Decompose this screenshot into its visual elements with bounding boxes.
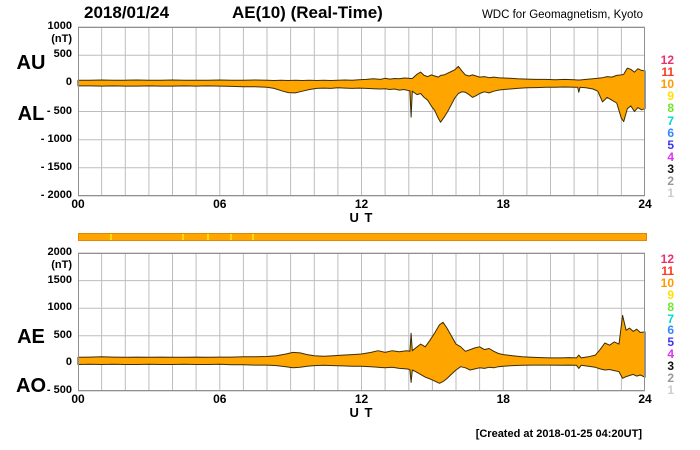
station-number: 10 [660,275,674,290]
ytick-label: - 1000 [40,132,72,145]
xtick-label: 06 [213,197,227,211]
station-number: 3 [667,161,674,176]
xtick-label: 18 [496,197,510,211]
ytick-label: 1000 [47,20,72,32]
bar-segment-tick [207,234,209,240]
ytick-label: 500 [53,48,72,61]
index-label-au: AU [16,52,46,74]
unit-label: (nT) [51,259,72,271]
index-label-al: AL [17,103,45,125]
ytick-label: - 500 [46,104,72,117]
plot-frame [78,27,645,196]
ytick-label: 500 [53,328,72,341]
station-number: 4 [667,149,674,164]
bar-segment-tick [229,234,232,240]
bar-segment-tick [182,234,185,240]
station-number: 9 [667,89,674,104]
xtick-label: 00 [71,392,85,406]
station-number: 2 [667,174,674,188]
ytick-label: - 1500 [40,160,72,173]
station-number: 1 [667,382,674,397]
x-axis-label: U T [349,405,374,420]
station-number: 5 [667,335,674,350]
station-number: 4 [667,347,674,362]
station-number: 1 [667,186,674,201]
ytick-label: 1000 [47,301,72,314]
created-timestamp: [Created at 2018-01-25 04:20UT] [475,428,642,440]
station-number: 9 [667,287,674,302]
unit-label: (nT) [51,33,72,45]
grid-lines [78,26,645,197]
ytick-label: 1500 [47,273,72,286]
bar-segment-tick [252,234,255,240]
ytick-label: - 2000 [40,189,72,201]
bar-segment-tick [109,234,112,240]
station-number: 7 [667,311,674,326]
station-number: 12 [660,53,674,67]
ytick-label: 2000 [47,246,72,258]
station-number: 2 [667,371,674,385]
ytick-label: 0 [65,356,72,369]
station-number: 5 [667,137,674,152]
plot-date: 2018/01/24 [84,3,170,22]
xtick-label: 00 [71,197,85,211]
xtick-label: 18 [496,392,510,406]
station-number: 12 [660,252,674,266]
station-number: 7 [667,113,674,128]
xtick-label: 12 [354,197,369,211]
station-number: 10 [660,77,674,92]
data-availability-bar [78,233,647,241]
xtick-label: 12 [354,392,369,406]
xtick-label: 06 [213,392,227,406]
index-label-ae: AE [17,326,45,348]
station-number: 6 [667,323,674,338]
grid-lines [78,252,645,392]
ae-ao-chart [77,252,646,392]
station-number: 6 [667,125,674,140]
au-al-chart [77,26,646,197]
xtick-label: 24 [638,197,652,211]
ytick-label: 0 [65,76,72,89]
station-number: 3 [667,359,674,374]
plot-frame [78,253,645,391]
station-number: 11 [661,263,674,278]
station-number: 8 [667,299,674,314]
index-label-ao: AO [16,375,46,397]
organization-label: WDC for Geomagnetism, Kyoto [481,9,643,21]
ytick-label: - 500 [46,384,72,396]
x-axis-label: U T [349,210,374,225]
station-number: 11 [661,65,674,80]
station-number: 8 [667,101,674,116]
xtick-label: 24 [638,392,652,406]
page-title: AE(10) (Real-Time) [232,3,383,22]
